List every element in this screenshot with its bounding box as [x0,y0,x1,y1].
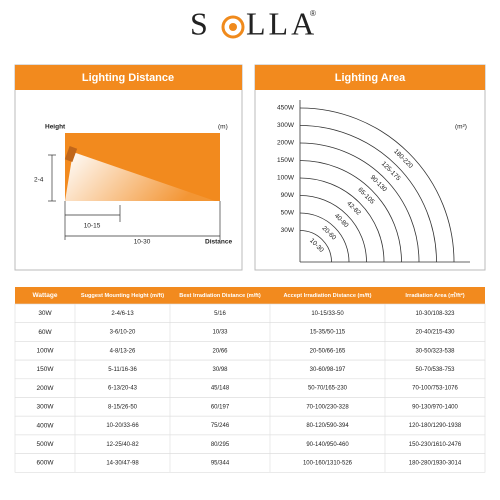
table-cell: 14-30/47-98 [106,461,139,467]
table-header: Accept Irradiation Distance (m/ft) [284,293,372,299]
table-cell: 2-4/6-13 [111,311,134,317]
table-cell: 90-140/950-460 [306,442,349,448]
arc [299,195,367,263]
table-cell: 5/16 [214,311,226,317]
table-cell: 80/295 [211,442,230,448]
table-cell: 400W [37,422,55,429]
label: 10-30 [134,239,151,246]
light-beam [65,152,215,201]
arc [299,212,350,263]
arc [299,142,420,263]
dimension-lines [48,154,221,240]
table-header-row [15,287,485,304]
panel-header [15,65,242,90]
table-cell: 30/98 [212,367,228,373]
arc [299,177,385,263]
table-cell: 10/33 [212,330,228,336]
table-cell: 70-100/230-328 [306,404,349,410]
logo-mark: ® [310,9,316,18]
table-cell: 150-230/1610-2476 [409,442,462,448]
table-header: Best Irradiation Distance (m/ft) [179,293,261,299]
wattage-label: 300W [277,122,295,129]
table-cell: 10-30/108-323 [415,311,455,317]
table-cell: 150W [37,366,55,373]
panel-header [255,65,485,90]
label: Height [45,124,66,131]
table-cell: 75/246 [211,423,230,429]
table-row [14,453,486,473]
table-cell: 30W [38,310,52,317]
label: 10-15 [84,223,101,230]
label: 2-4 [34,177,44,184]
arc [299,160,402,263]
wattage-label: 200W [277,140,295,147]
label: (m) [218,124,228,131]
table-cell: 600W [37,460,55,467]
table-cell: 120-180/1290-1938 [409,423,462,429]
table-cell: 15-35/50-115 [310,330,346,336]
arc [299,230,332,263]
logo-s: S [190,5,208,41]
table-cell: 3-6/10-20 [110,330,136,336]
wattage-label: 50W [281,210,295,217]
wattage-label: 450W [277,105,295,112]
arc [299,107,455,263]
table-cell: 90-130/970-1400 [412,404,458,410]
table-header: Irradiation Area (㎡/ft²) [405,291,464,299]
lamp [64,146,78,162]
table-cell: 300W [37,404,55,411]
label: Distance [205,239,232,246]
panel-title: Lighting Distance [82,72,174,84]
table-cell: 50-70/538-753 [415,367,455,373]
table-cell: 8-15/26-50 [108,404,138,410]
table-cell: 20-40/215-430 [415,330,455,336]
table-cell: 20/66 [212,348,228,354]
table-cell: 60/197 [211,404,230,410]
wattage-label: 150W [277,157,295,164]
table-cell: 4-8/13-26 [110,348,136,354]
logo-sun [221,15,245,39]
table-cell: 180-280/1930-3014 [409,461,462,467]
table-cell: 6-13/20-43 [108,386,138,392]
arc [299,125,437,263]
wattage-label: 90W [281,192,295,199]
table-cell: 10-15/33-50 [311,311,344,317]
table-cell: 60W [38,329,52,336]
table-cell: 100W [37,347,55,354]
panel-title: Lighting Area [335,72,406,84]
table-cell: 50-70/165-230 [308,386,348,392]
panel [254,64,486,271]
table-cell: 30-60/98-197 [310,367,346,373]
table-cell: 20-50/66-165 [310,348,346,354]
table-cell: 100-160/1310-526 [303,461,353,467]
wattage-label: 100W [277,175,295,182]
table-cell: 5-11/16-36 [108,367,137,373]
table-cell: 80-120/590-394 [306,423,349,429]
logo-lla: LLA [246,5,317,41]
label: (m²) [455,124,467,131]
table-cell: 30-50/323-538 [415,348,455,354]
wattage-label: 30W [281,227,295,234]
table-cell: 45/148 [211,386,230,392]
table-cell: 12-25/40-82 [106,442,139,448]
table-cell: 200W [37,385,55,392]
table-cell: 70-100/753-1076 [412,386,458,392]
table-cell: 500W [37,441,55,448]
table-cell: 95/344 [211,461,230,467]
table-header: Wattage [32,292,57,299]
table-header: Suggest Mounting Height (m/ft) [81,293,164,299]
table-cell: 10-20/33-66 [106,423,139,429]
